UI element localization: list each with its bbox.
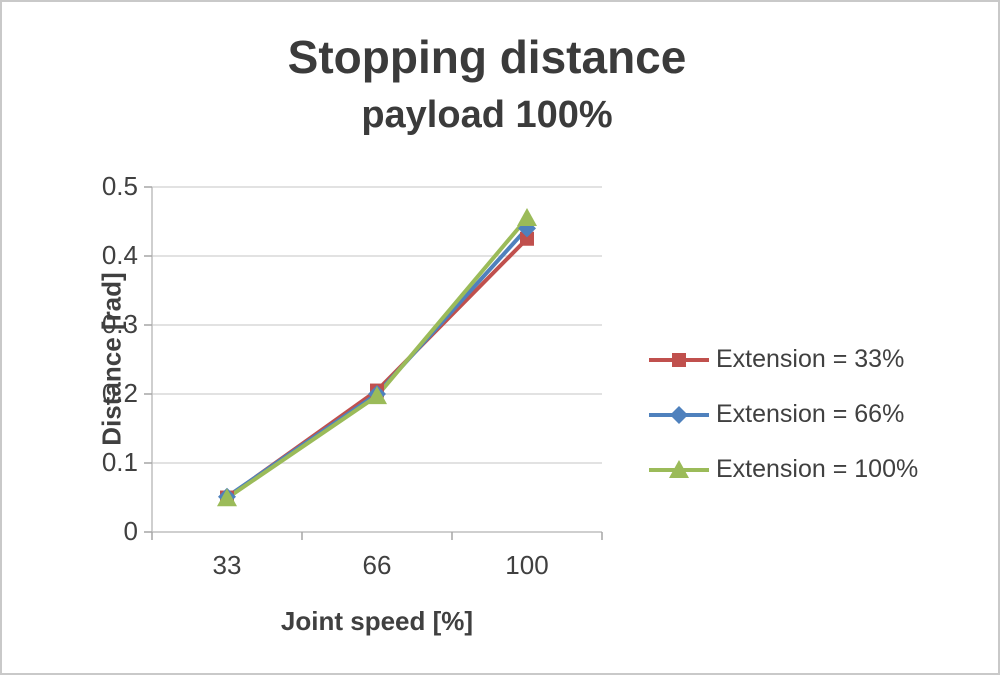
triangle-marker-icon (649, 459, 709, 478)
legend-item: Extension = 66% (647, 387, 918, 442)
x-tick-label: 100 (505, 550, 549, 580)
legend-item: Extension = 100% (647, 442, 918, 497)
x-axis-title: Joint speed [%] (280, 606, 474, 636)
y-tick-label: 0.4 (101, 239, 138, 270)
x-tick-label: 66 (362, 550, 392, 580)
x-tick-label: 33 (212, 550, 242, 580)
chart-subtitle: payload 100% (361, 94, 613, 136)
y-tick-label: 0.5 (101, 170, 138, 201)
chart-title: Stopping distance (287, 31, 687, 83)
y-tick-label: 0.2 (101, 377, 138, 408)
legend-label: Extension = 33% (716, 345, 905, 373)
square-marker-icon (649, 352, 709, 367)
chart-legend: Extension = 33% Extension = 66% Extensio… (647, 332, 918, 497)
legend-label: Extension = 66% (716, 400, 905, 428)
y-tick-label: 0.3 (101, 308, 138, 339)
y-axis-title: Distance [rad] (96, 272, 127, 446)
legend-label: Extension = 100% (716, 455, 919, 483)
diamond-marker-icon (649, 405, 709, 424)
y-tick-label: 0.1 (101, 446, 138, 477)
legend-item: Extension = 33% (647, 332, 918, 387)
y-tick-label: 0 (123, 515, 138, 546)
